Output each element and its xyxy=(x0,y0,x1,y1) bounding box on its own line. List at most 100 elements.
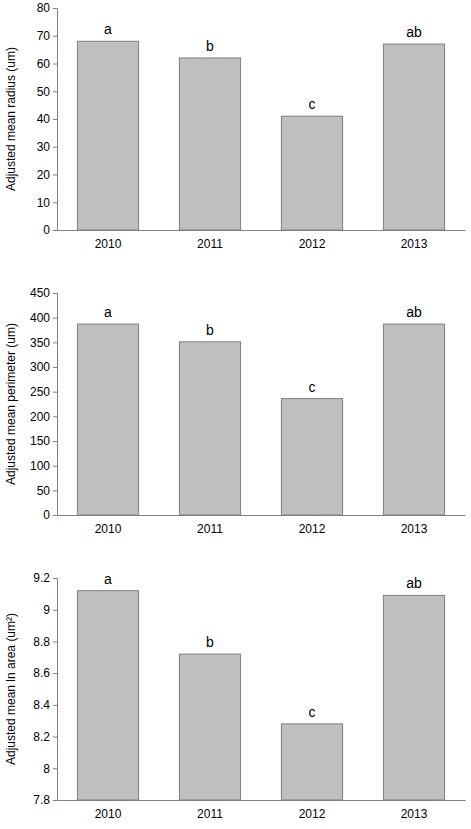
tick-mark xyxy=(53,737,57,738)
bar xyxy=(179,342,240,515)
tick: 50 xyxy=(37,484,57,498)
tick-mark xyxy=(53,293,57,294)
tick-label: 7.8 xyxy=(33,793,50,807)
tick-label: 8.4 xyxy=(33,698,50,712)
tick-mark xyxy=(53,175,57,176)
y-axis: 01020304050607080 xyxy=(37,1,58,237)
tick-label: 200 xyxy=(30,410,50,424)
axis-line xyxy=(53,294,58,516)
tick-mark xyxy=(53,641,57,642)
panel: abcab7.888.28.48.68.899.2201020112012201… xyxy=(4,571,466,821)
tick-mark xyxy=(53,768,57,769)
annotations: abcab xyxy=(104,571,422,720)
bars xyxy=(77,324,444,515)
tick: 80 xyxy=(37,1,57,15)
tick-mark xyxy=(53,318,57,319)
tick: 2011 xyxy=(197,515,223,536)
x-axis: 2010201120122013 xyxy=(58,515,466,536)
annotation: ab xyxy=(406,24,422,40)
bar xyxy=(281,724,342,800)
tick: 2010 xyxy=(95,230,122,251)
tick-mark xyxy=(53,416,57,417)
tick-label: 50 xyxy=(37,85,51,99)
axis-line xyxy=(58,515,466,516)
tick-label: 450 xyxy=(30,286,50,300)
tick: 350 xyxy=(30,336,57,350)
tick-label: 9 xyxy=(43,603,50,617)
annotation: ab xyxy=(406,575,422,591)
bar xyxy=(383,595,444,800)
tick-mark xyxy=(53,342,57,343)
tick: 100 xyxy=(30,459,57,473)
tick-label: 2010 xyxy=(95,807,122,821)
tick-label: 2010 xyxy=(95,522,122,536)
annotations: abcab xyxy=(104,21,422,112)
bar xyxy=(281,116,342,230)
y-axis-title: Adjusted mean radius (um) xyxy=(4,47,18,191)
annotation: c xyxy=(309,704,316,720)
tick-mark xyxy=(53,36,57,37)
tick-label: 2010 xyxy=(95,237,122,251)
tick-label: 8.2 xyxy=(33,730,50,744)
annotation: c xyxy=(309,379,316,395)
tick: 2011 xyxy=(197,230,223,251)
tick-label: 0 xyxy=(43,223,50,237)
tick-label: 250 xyxy=(30,385,50,399)
tick: 2012 xyxy=(299,230,326,251)
tick-label: 80 xyxy=(37,1,51,15)
tick-mark xyxy=(53,230,57,231)
tick-mark xyxy=(53,515,57,516)
tick-label: 60 xyxy=(37,57,51,71)
tick-mark xyxy=(53,578,57,579)
tick: 9.2 xyxy=(33,571,57,585)
annotation: b xyxy=(206,322,214,338)
tick-label: 8.8 xyxy=(33,635,50,649)
annotations: abcab xyxy=(104,304,422,394)
tick-mark xyxy=(53,91,57,92)
tick: 2012 xyxy=(299,800,326,821)
tick-label: 2011 xyxy=(197,807,223,821)
tick-mark xyxy=(53,147,57,148)
tick-mark xyxy=(53,800,57,801)
tick-label: 2012 xyxy=(299,237,326,251)
tick-mark xyxy=(53,202,57,203)
tick-mark xyxy=(53,64,57,65)
bars xyxy=(77,591,444,800)
tick: 30 xyxy=(37,140,57,154)
bars xyxy=(77,41,444,230)
tick-label: 9.2 xyxy=(33,571,50,585)
tick: 8 xyxy=(43,762,57,776)
tick-mark xyxy=(53,441,57,442)
bar xyxy=(77,41,138,230)
y-axis: 7.8 8 8.2 8.4 8.6 8.8 9 9.2 xyxy=(33,571,57,807)
y-axis: 050100150200250300350400450 xyxy=(30,286,58,522)
annotation: c xyxy=(309,96,316,112)
tick-mark xyxy=(53,673,57,674)
axis-line xyxy=(58,230,466,231)
tick-mark xyxy=(53,119,57,120)
tick: 7.8 xyxy=(33,793,57,807)
annotation: a xyxy=(104,21,112,37)
tick-label: 0 xyxy=(43,508,50,522)
tick: 20 xyxy=(37,168,57,182)
x-axis: 2010 2011 2012 2013 xyxy=(58,230,466,251)
y-axis-title: Adjusted mean ln area (um²) xyxy=(4,613,18,765)
annotation: b xyxy=(206,38,214,54)
tick-label: 8.6 xyxy=(33,666,50,680)
tick: 8.6 xyxy=(33,666,57,680)
tick: 8.2 xyxy=(33,730,57,744)
tick: 200 xyxy=(30,410,57,424)
tick-mark xyxy=(53,8,57,9)
tick-label: 2013 xyxy=(401,807,428,821)
tick-mark xyxy=(53,466,57,467)
bar xyxy=(383,44,444,230)
tick-label: 2013 xyxy=(401,237,428,251)
axis-line xyxy=(53,579,58,801)
tick: 40 xyxy=(37,112,57,126)
tick-mark xyxy=(53,367,57,368)
tick-mark xyxy=(53,610,57,611)
tick-label: 300 xyxy=(30,360,50,374)
tick: 8.4 xyxy=(33,698,57,712)
tick: 70 xyxy=(37,29,57,43)
tick-label: 350 xyxy=(30,336,50,350)
